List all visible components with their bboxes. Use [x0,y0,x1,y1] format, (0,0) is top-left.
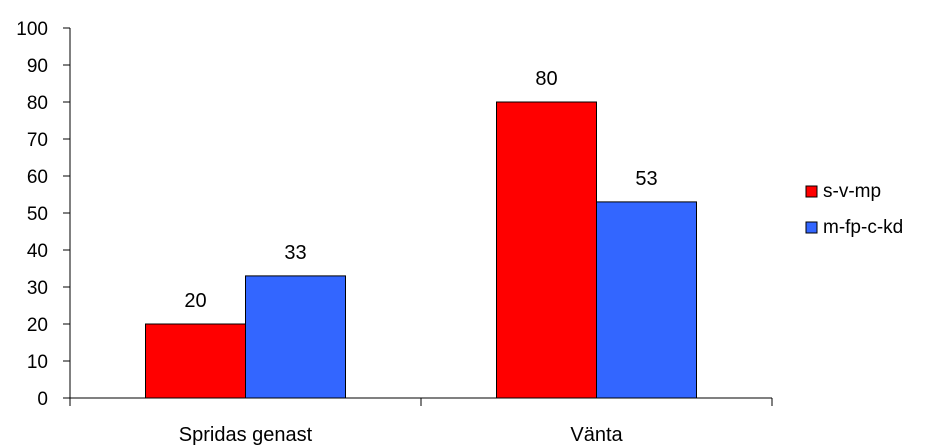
y-tick-label: 70 [27,130,48,151]
y-tick-label: 20 [27,315,48,336]
bar-data-label: 53 [635,168,657,190]
bar [145,323,246,399]
legend-label: s-v-mp [823,181,881,202]
legend: s-v-mp m-fp-c-kd [805,181,903,238]
bar-data-label: 20 [184,290,206,312]
bar [245,275,346,399]
y-tick-label: 50 [27,204,48,225]
y-tick-label: 10 [27,352,48,373]
bars [145,101,697,399]
legend-label: m-fp-c-kd [823,217,903,238]
y-tick-label: 60 [27,167,48,188]
x-category-label: Spridas genast [179,424,313,446]
legend-swatch [805,185,818,198]
bar [496,101,597,399]
bar [596,201,697,399]
data-labels: 20 33 80 53 [184,68,657,312]
x-axis: Spridas genast Vänta [69,397,773,446]
y-tick-label: 0 [37,389,48,410]
y-tick-label: 80 [27,93,48,114]
y-axis: 0 10 20 30 40 50 60 70 80 90 100 [16,19,71,410]
y-tick-label: 40 [27,241,48,262]
bar-data-label: 33 [284,242,306,264]
legend-swatch [805,221,818,234]
x-category-label: Vänta [570,424,623,446]
y-tick-label: 90 [27,56,48,77]
y-tick-label: 30 [27,278,48,299]
bar-data-label: 80 [535,68,557,90]
y-tick-label: 100 [16,19,48,40]
